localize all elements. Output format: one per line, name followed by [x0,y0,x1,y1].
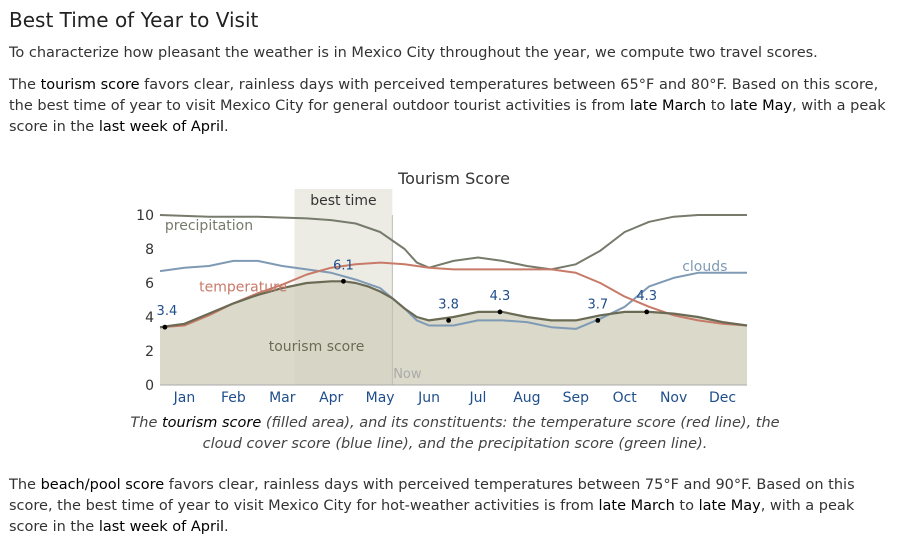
x-tick-label: Nov [660,390,687,406]
x-tick-label: Dec [709,390,736,406]
caption-score-term: tourism score [161,415,262,431]
text: The [9,477,41,493]
value-label: 4.3 [490,289,511,304]
beach-score-term: beach/pool score [40,477,165,493]
x-tick-label: Feb [221,390,246,406]
x-tick-label: Sep [563,390,590,406]
tourism-paragraph: The tourism score favors clear, rainless… [9,75,894,138]
value-label: 4.3 [636,289,657,304]
x-tick-label: Jan [173,390,196,406]
value-dot [644,309,650,315]
tourism-score-chart: best time Now 0 2 4 6 8 10 Jan Feb Mar Apr May Jun J… [136,169,748,406]
text: to [674,498,699,514]
clouds-line [159,259,747,330]
x-tick-label: Aug [513,390,540,406]
chart-labels: precipitation temperature clouds tourism sc… [157,218,728,355]
x-tick-label: Mar [269,390,296,406]
value-label: 3.7 [587,297,608,312]
tourism-line [159,280,748,329]
y-tick-label: 4 [145,310,154,326]
tourism-area [160,281,747,385]
text: , with a peak score in the [9,498,855,535]
series-label-precipitation: precipitation [165,218,253,234]
text: , with a peak score in the [9,98,886,135]
y-tick-label: 6 [145,276,154,292]
x-tick-label: Jun [417,390,440,406]
best-end: late May [729,98,793,114]
section-heading: Best Time of Year to Visit [9,8,259,32]
value-label: 6.1 [333,258,354,273]
value-dot [497,309,503,315]
text: The [130,415,162,431]
series-lines [159,214,748,330]
intro-paragraph: To characterize how pleasant the weather… [9,45,818,61]
value-label: 3.8 [438,297,459,312]
best-start: late March [598,498,675,514]
best-end: late May [698,498,761,514]
temperature-line [159,261,748,329]
now-label: Now [393,367,422,382]
y-tick-label: 0 [145,378,154,394]
y-tick-label: 8 [145,242,154,258]
y-tick-label: 2 [145,344,154,360]
tourism-score-term: tourism score [40,77,140,93]
text: . [224,119,229,135]
series-label-clouds: clouds [682,259,727,275]
best-time-label: best time [310,193,376,209]
series-label-temperature: temperature [199,279,287,295]
x-tick-label: May [366,390,395,406]
text: (filled area), and its constituents: the… [202,415,780,452]
value-dot [341,278,346,284]
chart-title: Tourism Score [397,169,510,188]
y-tick-label: 10 [136,208,154,224]
tourism-fill: Now [160,215,747,385]
axes: 0 2 4 6 8 10 Jan Feb Mar Apr May Jun Jul Aug Sep Oct Nov… [136,208,747,406]
x-tick-label: Jul [469,390,487,406]
best-start: late March [629,98,707,114]
text: favors clear, rainless days with perceiv… [9,77,879,114]
chart-caption: The tourism score (filled area), and its… [120,413,790,455]
peak-time: last week of April [98,119,225,135]
value-label: 3.4 [157,304,178,319]
series-label-tourism: tourism score [269,339,365,355]
peak-time: last week of April [98,519,225,535]
text: to [706,98,730,114]
beach-paragraph: The beach/pool score favors clear, rainl… [9,475,894,538]
value-dot [162,324,168,330]
value-dot [595,318,601,323]
text: favors clear, rainless days with perceiv… [9,477,855,514]
text: . [224,519,229,535]
precipitation-line [159,214,747,271]
x-tick-label: Oct [613,390,638,406]
value-dot [446,318,452,323]
x-tick-label: Apr [319,390,343,406]
text: The [9,77,41,93]
